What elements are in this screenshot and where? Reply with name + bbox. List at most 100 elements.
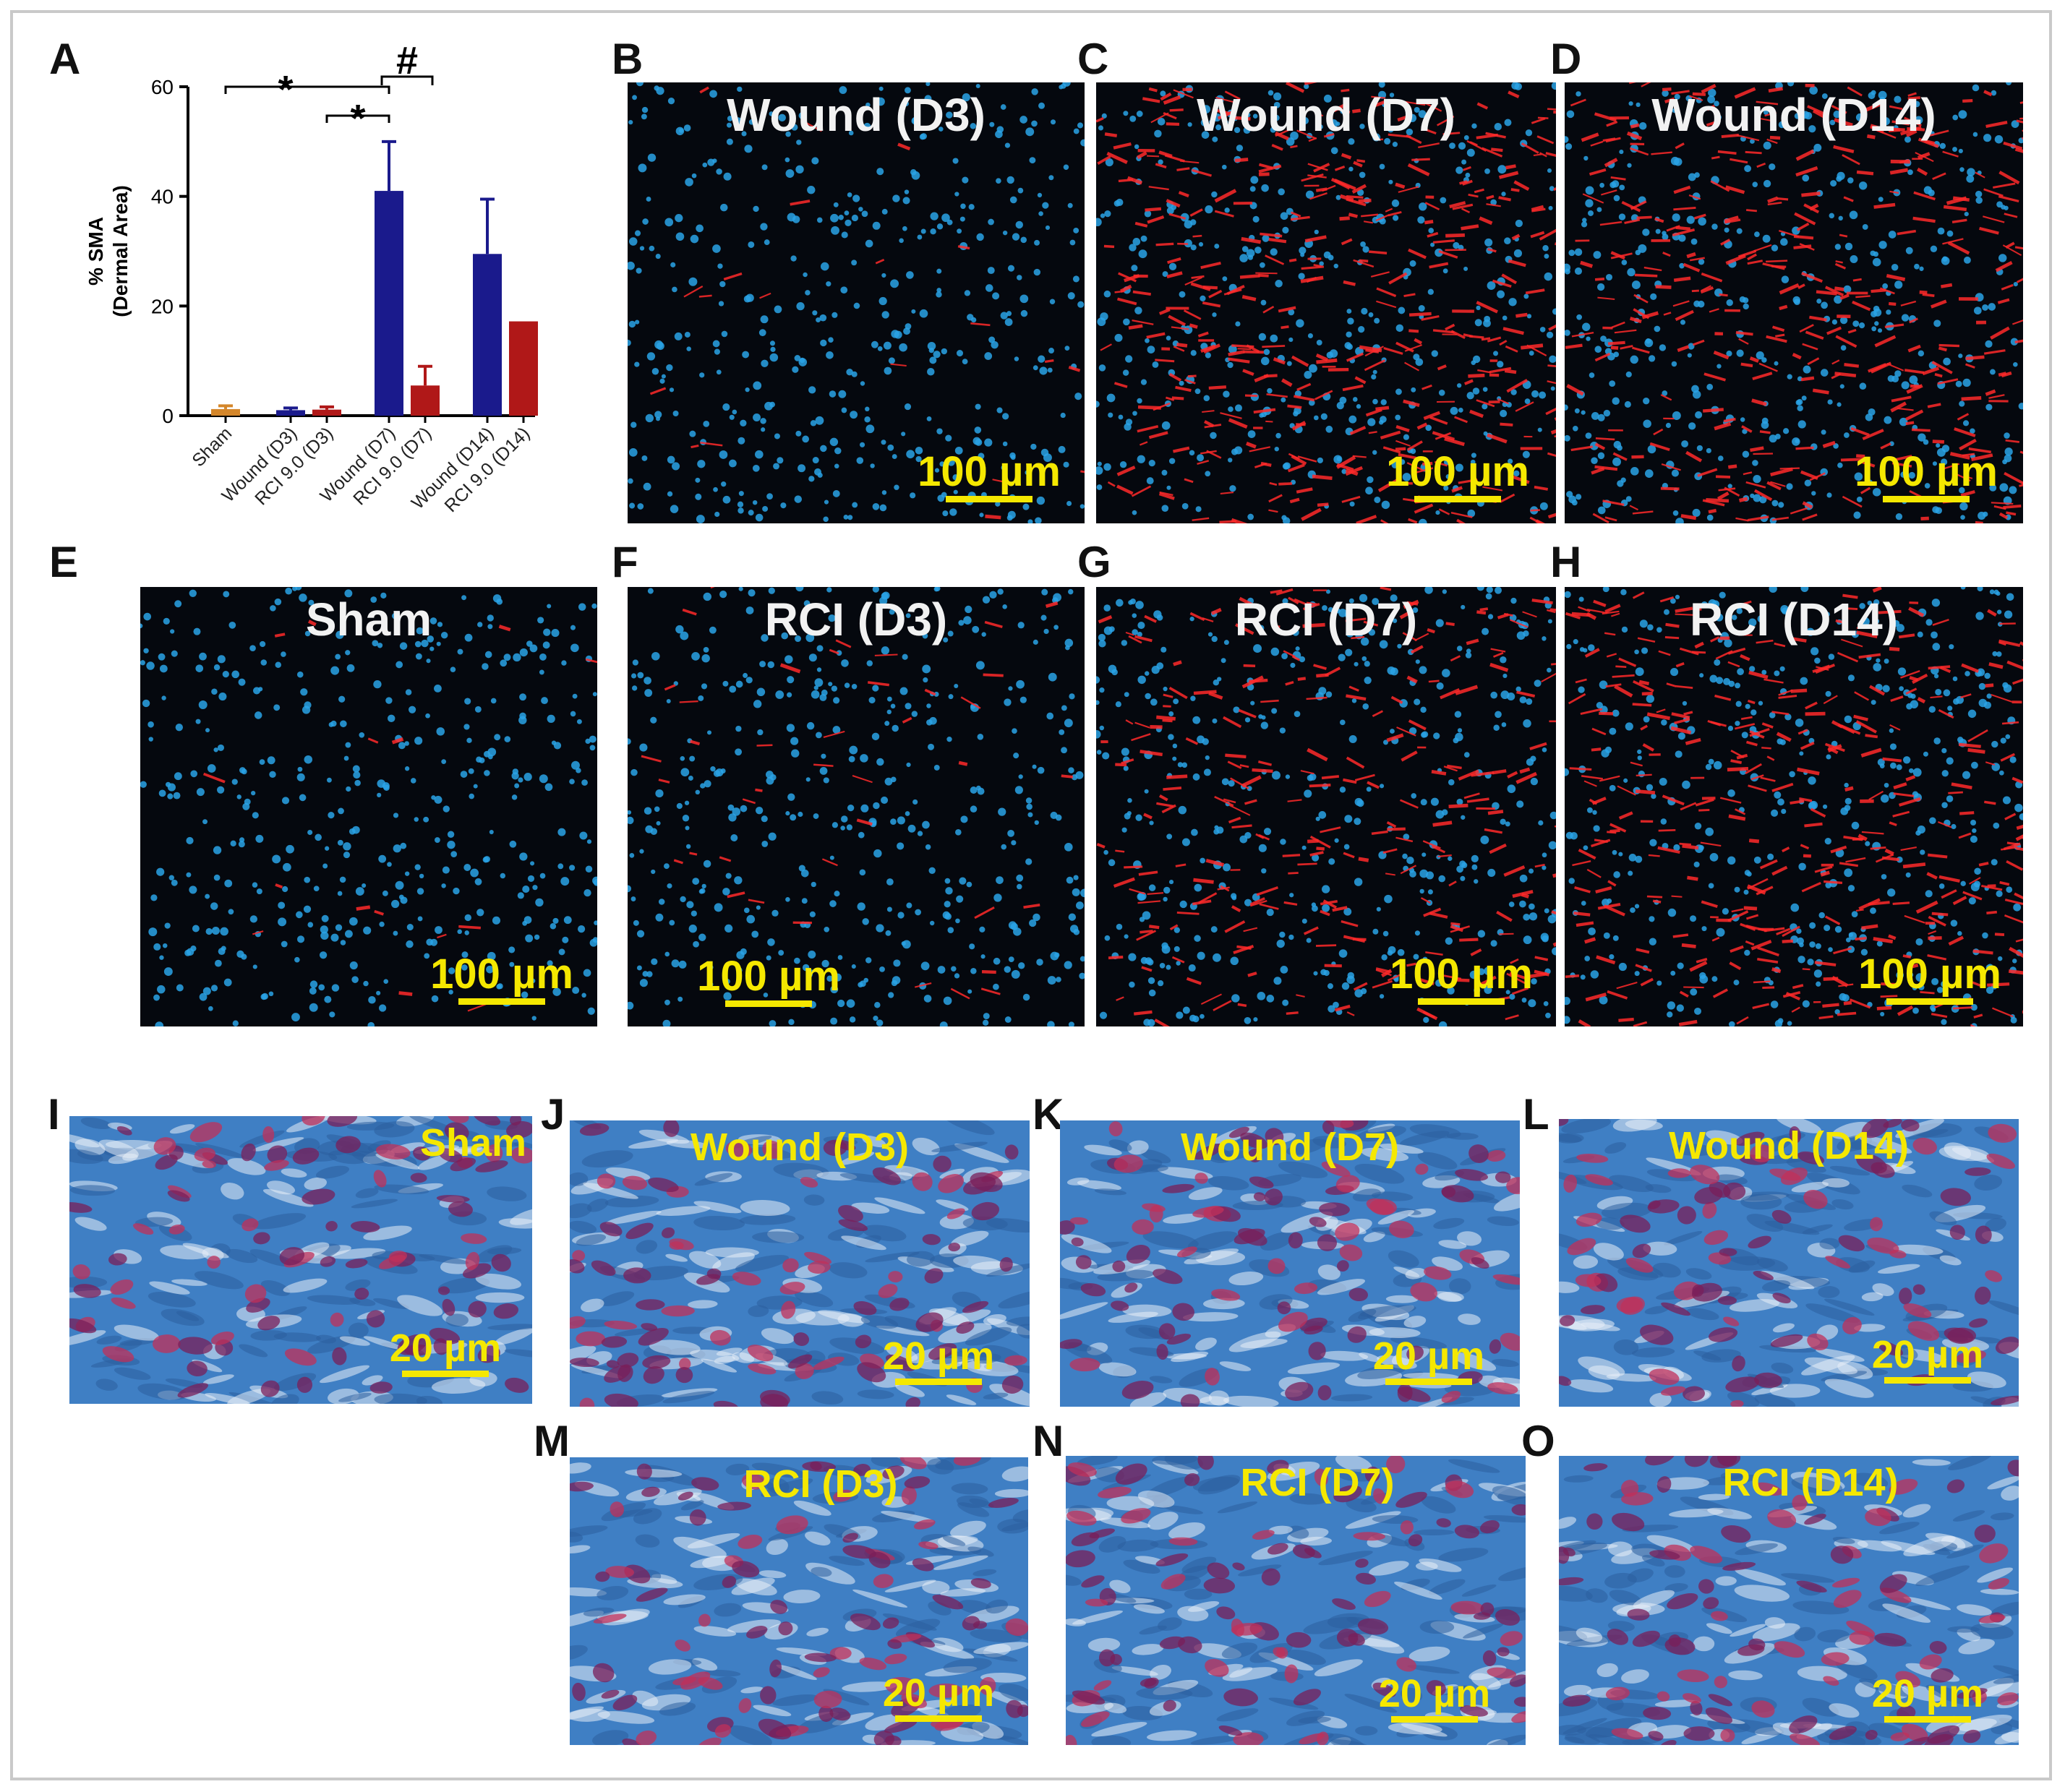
panel-c-scale-label: 100 µm	[1386, 448, 1529, 495]
panel-i-scale-label: 20 µm	[389, 1326, 502, 1370]
panel-l-scale-label: 20 µm	[1871, 1333, 1984, 1376]
panel-o-scale-label: 20 µm	[1871, 1672, 1984, 1715]
panel-d-scalebar: 100 µm	[1847, 447, 2006, 502]
y-axis-label-line2: (Dermal Area)	[109, 185, 132, 317]
y-tick-label: 40	[151, 186, 174, 208]
panel-f-scale-bar	[725, 1000, 812, 1007]
panel-m-image: RCI (D3) 20 µm	[570, 1457, 1028, 1745]
panel-h-image: RCI (D14) 100 µm	[1565, 587, 2023, 1026]
panel-n-title: RCI (D7)	[1240, 1461, 1395, 1504]
panel-o-scale-bar	[1884, 1716, 1971, 1723]
panel-b-image: Wound (D3) 100 µm	[628, 82, 1085, 523]
fluorescence-micrograph	[1096, 587, 1556, 1026]
trichrome-micrograph	[570, 1457, 1028, 1745]
bar	[509, 321, 538, 416]
panel-n-image: RCI (D7) 20 µm	[1066, 1456, 1526, 1745]
fluorescence-micrograph	[628, 587, 1085, 1026]
significance-bracket	[224, 85, 390, 94]
bar	[411, 385, 440, 416]
panel-b-scalebar: 100 µm	[910, 447, 1069, 502]
panel-k-scale-bar	[1385, 1379, 1472, 1385]
trichrome-micrograph	[1559, 1456, 2019, 1745]
panel-label-o: O	[1521, 1417, 1555, 1465]
panel-e-scale-label: 100 µm	[430, 951, 573, 998]
fluorescence-micrograph	[140, 587, 597, 1026]
panel-m-scalebar: 20 µm	[859, 1671, 1018, 1722]
panel-b-scale-bar	[946, 496, 1032, 502]
panel-label-e: E	[49, 538, 79, 586]
significance-symbol: *	[278, 68, 293, 111]
significance-symbol: #	[396, 39, 418, 82]
panel-m-scale-bar	[895, 1715, 982, 1722]
panel-label-f: F	[612, 538, 638, 586]
significance-symbol: *	[350, 97, 365, 140]
panel-b-title: Wound (D3)	[727, 89, 986, 141]
panel-n-scale-label: 20 µm	[1378, 1672, 1491, 1715]
panel-b-scale-label: 100 µm	[918, 448, 1061, 495]
panel-j-image: Wound (D3) 20 µm	[570, 1120, 1030, 1407]
panel-j-title: Wound (D3)	[691, 1126, 909, 1169]
panel-n-scale-bar	[1391, 1716, 1478, 1723]
panel-g-scale-label: 100 µm	[1390, 951, 1533, 998]
trichrome-micrograph	[1559, 1119, 2019, 1407]
panel-label-j: J	[541, 1090, 565, 1139]
panel-label-m: M	[534, 1417, 570, 1465]
panel-label-k: K	[1032, 1090, 1064, 1139]
fluorescence-micrograph	[1565, 82, 2023, 523]
panel-o-title: RCI (D14)	[1722, 1461, 1899, 1504]
panel-j-scale-bar	[895, 1379, 982, 1385]
panel-d-scale-label: 100 µm	[1855, 448, 1998, 495]
panel-i-title: Sham	[419, 1121, 526, 1165]
panel-f-image: RCI (D3) 100 µm	[628, 587, 1085, 1026]
panel-l-scale-bar	[1884, 1377, 1971, 1384]
panel-h-scale-bar	[1886, 998, 1973, 1005]
panel-l-scalebar: 20 µm	[1848, 1332, 2007, 1384]
panel-h-scalebar: 100 µm	[1847, 950, 2013, 1005]
panel-m-scale-label: 20 µm	[882, 1671, 995, 1715]
bar	[375, 191, 403, 416]
bar	[473, 254, 502, 416]
panel-k-scalebar: 20 µm	[1349, 1334, 1508, 1385]
panel-g-image: RCI (D7) 100 µm	[1096, 587, 1556, 1026]
panel-d-image: Wound (D14) 100 µm	[1565, 82, 2023, 523]
panel-c-scale-bar	[1414, 496, 1501, 502]
significance-bracket	[325, 114, 390, 123]
panel-label-c: C	[1077, 35, 1109, 83]
panel-j-scalebar: 20 µm	[859, 1334, 1018, 1385]
significance-bracket	[380, 75, 434, 85]
panel-m-title: RCI (D3)	[743, 1462, 898, 1506]
panel-f-title: RCI (D3)	[764, 593, 948, 646]
y-tick-label: 60	[151, 76, 174, 98]
panel-g-scalebar: 100 µm	[1378, 950, 1544, 1005]
x-tick-label: Sham	[188, 423, 236, 471]
fluorescence-micrograph	[1096, 82, 1556, 523]
trichrome-micrograph	[1066, 1456, 1526, 1745]
panel-k-title: Wound (D7)	[1181, 1126, 1399, 1169]
panel-d-title: Wound (D14)	[1651, 89, 1936, 141]
panel-label-n: N	[1032, 1417, 1064, 1465]
panel-h-scale-label: 100 µm	[1858, 951, 2001, 998]
panel-label-h: H	[1550, 538, 1582, 586]
panel-e-title: Sham	[305, 593, 432, 646]
panel-label-a: A	[49, 35, 81, 83]
y-tick-label: 0	[162, 405, 174, 427]
figure-frame	[10, 10, 2052, 1780]
bar	[312, 409, 341, 416]
panel-c-title: Wound (D7)	[1197, 89, 1455, 141]
panel-o-image: RCI (D14) 20 µm	[1559, 1456, 2019, 1745]
panel-label-b: B	[612, 35, 644, 83]
bar	[276, 410, 305, 416]
fluorescence-micrograph	[628, 82, 1085, 523]
panel-i-image: Sham 20 µm	[69, 1116, 532, 1404]
panel-label-d: D	[1550, 35, 1582, 83]
panel-f-scale-label: 100 µm	[697, 953, 840, 1000]
panel-f-scalebar: 100 µm	[685, 952, 852, 1007]
bar	[211, 408, 240, 416]
panel-o-scalebar: 20 µm	[1848, 1671, 2007, 1723]
panel-g-scale-bar	[1418, 998, 1505, 1005]
panel-d-scale-bar	[1883, 496, 1970, 502]
y-tick-label: 20	[151, 295, 174, 317]
panel-c-image: Wound (D7) 100 µm	[1096, 82, 1556, 523]
panel-e-scale-bar	[458, 998, 545, 1005]
panel-label-g: G	[1077, 538, 1111, 586]
